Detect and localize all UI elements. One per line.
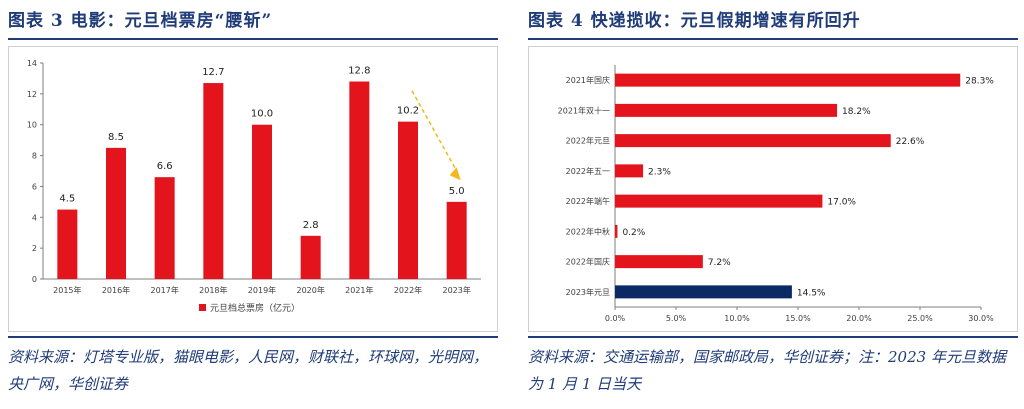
data-label: 4.5: [59, 194, 75, 205]
x-tick-label: 2023年: [442, 285, 470, 295]
data-label: 7.2%: [708, 258, 731, 268]
left-figure-panel: 图表 3 电影：元旦档票房“腰斩” 0 2 4 6 8 10 12 14 2015年 2016年 2…: [0, 0, 504, 409]
x-tick-label: 2020年: [296, 285, 324, 295]
data-label: 0.2%: [622, 228, 645, 238]
x-tick-label: 0.0%: [605, 314, 626, 323]
y-tick-label: 2023年元旦: [566, 287, 610, 297]
data-label: 17.0%: [827, 198, 856, 208]
x-tick-label: 2015年: [53, 285, 81, 295]
express-growth-chart: 0.0% 5.0% 10.0% 15.0% 20.0% 25.0% 30.0% 2021年国庆…: [528, 46, 1018, 332]
express-growth-chart-svg: 0.0% 5.0% 10.0% 15.0% 20.0% 25.0% 30.0% 2021年国庆…: [558, 65, 994, 323]
x-tick-label: 2019年: [248, 285, 276, 295]
bar-2022年: [398, 121, 418, 279]
right-title-rule: [528, 38, 1018, 40]
y-tick-label: 8: [32, 152, 37, 161]
data-label: 10.0: [251, 109, 273, 120]
box-office-data-labels: 4.5 8.5 6.6 12.7 10.0 2.8 12.8 10.2 5.0: [59, 66, 464, 231]
data-label: 2.8: [303, 220, 319, 231]
x-tick-label: 2018年: [199, 285, 227, 295]
bar-2020年: [300, 235, 321, 279]
right-source-rule: [528, 336, 1018, 338]
x-tick-label: 30.0%: [968, 314, 994, 323]
bar-2022年元旦: [615, 134, 891, 148]
data-label: 8.5: [108, 132, 124, 143]
y-tick-label: 10: [27, 121, 37, 130]
express-growth-bars: [615, 73, 961, 299]
bar-2021年双十一: [615, 103, 838, 117]
bar-2022年端午: [615, 194, 823, 208]
bar-2019年: [252, 124, 272, 279]
legend-swatch: [199, 304, 206, 311]
box-office-bars: [57, 81, 467, 279]
bar-2022年国庆: [615, 255, 703, 269]
left-source-rule: [8, 336, 498, 338]
x-tick-label: 25.0%: [907, 314, 933, 323]
bar-2022年中秋: [615, 224, 618, 238]
bar-2023年: [446, 201, 467, 279]
trend-arrow-head: [449, 167, 461, 181]
bar-2015年: [57, 209, 78, 279]
data-label: 22.6%: [896, 137, 925, 147]
y-tick-label: 12: [27, 90, 37, 99]
y-tick-label: 2022年五一: [566, 166, 610, 176]
x-tick-label: 20.0%: [846, 314, 872, 323]
y-tick-label: 2021年双十一: [558, 105, 610, 115]
trend-arrow-line: [411, 90, 458, 172]
bar-2021年国庆: [615, 73, 961, 87]
x-tick-label: 5.0%: [666, 314, 687, 323]
y-tick-label: 0: [32, 275, 37, 284]
x-tick-label: 10.0%: [724, 314, 750, 323]
data-label: 18.2%: [842, 107, 871, 117]
y-tick-label: 2021年国庆: [566, 75, 610, 85]
express-growth-data-labels: 28.3% 18.2% 22.6% 2.3% 17.0% 0.2% 7.2% 14.5%: [622, 77, 994, 299]
y-tick-label: 14: [27, 59, 37, 68]
bar-2017年: [154, 177, 175, 279]
right-figure-title: 图表 4 快递揽收：元旦假期增速有所回升: [528, 11, 861, 31]
data-label: 10.2: [397, 106, 419, 117]
y-tick-label: 2022年国庆: [566, 257, 610, 267]
x-tick-label: 2022年: [394, 285, 422, 295]
x-tick-label: 15.0%: [785, 314, 811, 323]
box-office-chart-svg: 0 2 4 6 8 10 12 14 2015年 2016年 2017年 2018年 2019年 2020…: [27, 59, 481, 314]
data-label: 14.5%: [797, 288, 826, 298]
left-figure-title: 图表 3 电影：元旦档票房“腰斩”: [8, 11, 273, 31]
left-source-note: 资料来源：灯塔专业版，猫眼电影，人民网，财联社，环球网，光明网，央广网，华创证券: [8, 348, 489, 393]
data-label: 2.3%: [648, 167, 671, 177]
data-label: 12.7: [202, 67, 224, 78]
y-tick-label: 2022年元旦: [566, 136, 610, 146]
x-tick-label: 2017年: [150, 285, 178, 295]
box-office-chart: 0 2 4 6 8 10 12 14 2015年 2016年 2017年 2018年 2019年 2020…: [8, 46, 498, 332]
left-title-rule: [8, 38, 498, 40]
data-label: 6.6: [157, 161, 173, 172]
box-office-legend: 元旦档总票房（亿元）: [199, 302, 300, 314]
legend-label: 元旦档总票房（亿元）: [210, 302, 300, 314]
bar-2023年元旦: [615, 285, 792, 299]
y-tick-label: 4: [32, 213, 37, 222]
y-tick-label: 2022年中秋: [566, 226, 610, 236]
bar-2022年五一: [615, 164, 644, 178]
y-tick-label: 2: [32, 244, 37, 253]
x-tick-label: 2021年: [345, 285, 373, 295]
y-tick-label: 2022年端午: [566, 196, 610, 206]
x-tick-label: 2016年: [102, 285, 130, 295]
bar-2021年: [349, 81, 370, 279]
bar-2016年: [106, 147, 126, 279]
y-tick-label: 6: [32, 182, 37, 191]
bar-2018年: [203, 83, 224, 279]
data-label: 28.3%: [965, 77, 994, 87]
data-label: 12.8: [348, 66, 370, 77]
data-label: 5.0: [449, 186, 465, 197]
right-figure-panel: 图表 4 快递揽收：元旦假期增速有所回升 0.0% 5.0% 10.0% 15.0% 2…: [520, 0, 1024, 409]
right-source-note: 资料来源：交通运输部，国家邮政局，华创证券；注：2023 年元旦数据为 1 月 …: [528, 348, 1006, 393]
express-growth-axes: 0.0% 5.0% 10.0% 15.0% 20.0% 25.0% 30.0% 2021年国庆…: [558, 65, 994, 323]
